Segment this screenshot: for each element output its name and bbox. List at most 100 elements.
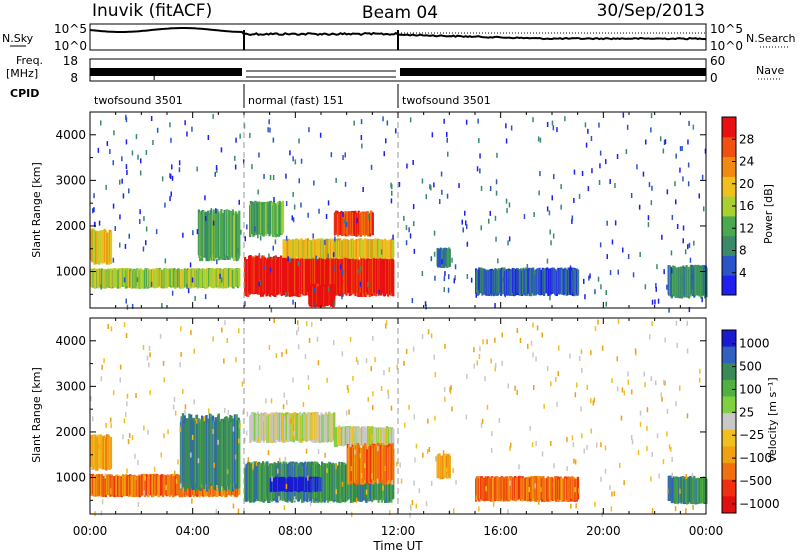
velocity-speckle — [191, 434, 194, 440]
velocity-speckle — [126, 393, 129, 399]
velocity-speckle — [326, 467, 328, 473]
power-colorbar-tick-label: 28 — [739, 132, 754, 146]
velocity-speckle — [666, 408, 669, 414]
velocity-speckle — [101, 499, 104, 505]
velocity-speckle — [478, 354, 481, 359]
power-speckle — [345, 222, 348, 227]
power-speckle — [403, 215, 405, 221]
velocity-speckle — [297, 344, 300, 350]
power-speckle — [93, 207, 95, 213]
velocity-speckle — [283, 392, 285, 398]
velocity-speckle — [92, 416, 94, 422]
velocity-speckle — [574, 392, 577, 398]
nave-tick-bottom: 0 — [710, 71, 718, 85]
velocity-colorbar-tick-label: 500 — [739, 360, 762, 374]
velocity-speckle — [308, 338, 311, 343]
velocity-colorbar-frame — [721, 329, 737, 514]
velocity-speckle — [473, 363, 475, 369]
velocity-speckle — [675, 401, 677, 407]
power-cell — [333, 284, 336, 305]
power-speckle — [675, 153, 677, 159]
power-speckle — [164, 202, 166, 208]
power-speckle — [650, 200, 653, 206]
power-speckle — [701, 174, 704, 180]
velocity-speckle — [341, 351, 344, 357]
power-speckle — [210, 208, 213, 214]
velocity-speckle — [148, 345, 151, 351]
power-speckle — [627, 254, 630, 259]
power-speckle — [327, 253, 329, 259]
power-speckle — [97, 147, 100, 153]
freq-band — [400, 68, 706, 76]
power-speckle — [109, 149, 111, 154]
power-speckle — [692, 124, 695, 130]
velocity-speckle — [349, 336, 352, 342]
velocity-speckle — [570, 503, 572, 509]
power-speckle — [238, 199, 240, 205]
velocity-speckle — [685, 474, 687, 479]
velocity-speckle — [125, 412, 127, 418]
power-speckle — [551, 120, 554, 126]
velocity-speckle — [126, 468, 128, 474]
velocity-speckle — [498, 418, 501, 423]
power-speckle — [443, 287, 445, 293]
power-speckle — [477, 118, 479, 124]
velocity-speckle — [590, 398, 592, 404]
y-tick-label: 3000 — [55, 173, 86, 187]
power-speckle — [691, 289, 693, 295]
velocity-speckle — [212, 429, 214, 434]
power-speckle — [655, 286, 657, 292]
velocity-speckle — [317, 360, 320, 366]
time-axis: 00:00 04:00 08:00 12:00 16:00 20:00 00:00 — [73, 524, 724, 538]
power-speckle — [150, 281, 153, 287]
velocity-speckle — [335, 489, 337, 495]
velocity-colorbar-swatch — [722, 463, 736, 481]
power-speckle — [353, 120, 355, 126]
velocity-speckle — [580, 406, 582, 412]
velocity-speckle — [366, 444, 368, 450]
power-speckle — [258, 152, 260, 158]
power-speckle — [465, 119, 468, 125]
velocity-speckle — [284, 412, 287, 418]
power-speckle — [446, 137, 448, 143]
power-speckle — [591, 168, 593, 174]
power-speckle — [495, 236, 497, 242]
freq-label-2: [MHz] — [6, 67, 38, 80]
velocity-speckle — [297, 326, 300, 332]
velocity-speckle — [238, 438, 240, 444]
velocity-speckle — [675, 320, 678, 326]
velocity-speckle — [371, 434, 373, 440]
velocity-speckle — [119, 364, 122, 370]
power-speckle — [549, 229, 551, 235]
velocity-speckle — [530, 340, 533, 346]
power-speckle — [325, 214, 328, 219]
velocity-speckle — [646, 407, 649, 413]
velocity-speckle — [101, 364, 103, 370]
velocity-speckle — [430, 480, 433, 486]
freq-tick-bottom: 8 — [70, 71, 78, 85]
velocity-speckle — [226, 469, 229, 475]
velocity-speckle — [376, 478, 379, 484]
time-tick-label: 16:00 — [483, 524, 518, 538]
power-speckle — [334, 236, 336, 242]
power-speckle — [343, 219, 345, 225]
velocity-speckle — [581, 367, 583, 373]
velocity-speckle — [341, 481, 344, 487]
velocity-colorbar-swatch — [722, 330, 736, 348]
velocity-speckle — [335, 464, 337, 470]
power-speckle — [571, 215, 574, 221]
power-speckle — [614, 220, 617, 226]
velocity-speckle — [699, 368, 701, 374]
velocity-speckle — [184, 404, 187, 410]
beam-title: Beam 04 — [362, 3, 438, 23]
velocity-speckle — [451, 406, 453, 412]
velocity-speckle — [670, 446, 672, 452]
velocity-speckle — [686, 320, 688, 326]
power-speckle — [648, 182, 651, 188]
velocity-speckle — [651, 321, 653, 327]
velocity-speckle — [413, 480, 415, 486]
power-speckle — [169, 196, 171, 202]
velocity-speckle — [514, 385, 516, 391]
velocity-speckle — [147, 429, 149, 435]
velocity-speckle — [172, 404, 175, 410]
